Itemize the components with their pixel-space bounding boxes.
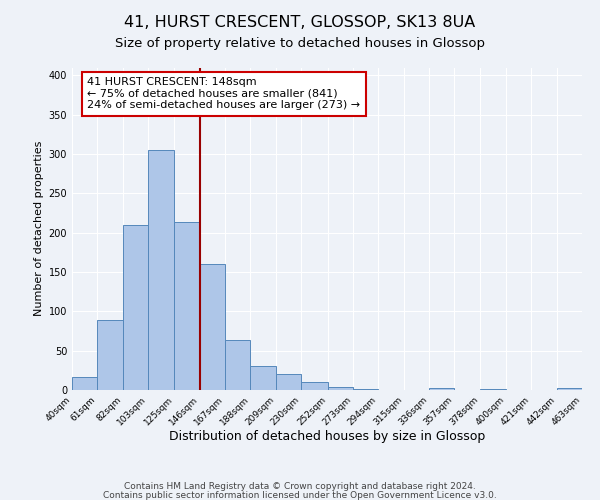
Bar — [276, 374, 301, 390]
Bar — [353, 389, 378, 390]
Bar — [148, 150, 175, 390]
Bar — [175, 222, 200, 390]
Bar — [225, 340, 250, 390]
Bar — [97, 320, 122, 390]
Bar — [200, 264, 225, 390]
Bar — [72, 376, 97, 390]
Bar — [301, 382, 328, 390]
Text: 41 HURST CRESCENT: 148sqm
← 75% of detached houses are smaller (841)
24% of semi: 41 HURST CRESCENT: 148sqm ← 75% of detac… — [88, 77, 361, 110]
Y-axis label: Number of detached properties: Number of detached properties — [34, 141, 44, 316]
Text: Size of property relative to detached houses in Glossop: Size of property relative to detached ho… — [115, 38, 485, 51]
Bar — [479, 389, 506, 390]
Text: 41, HURST CRESCENT, GLOSSOP, SK13 8UA: 41, HURST CRESCENT, GLOSSOP, SK13 8UA — [124, 15, 476, 30]
X-axis label: Distribution of detached houses by size in Glossop: Distribution of detached houses by size … — [169, 430, 485, 442]
Bar — [557, 388, 582, 390]
Text: Contains HM Land Registry data © Crown copyright and database right 2024.: Contains HM Land Registry data © Crown c… — [124, 482, 476, 491]
Bar — [328, 387, 353, 390]
Bar — [250, 366, 276, 390]
Text: Contains public sector information licensed under the Open Government Licence v3: Contains public sector information licen… — [103, 490, 497, 500]
Bar — [122, 225, 148, 390]
Bar — [429, 388, 454, 390]
